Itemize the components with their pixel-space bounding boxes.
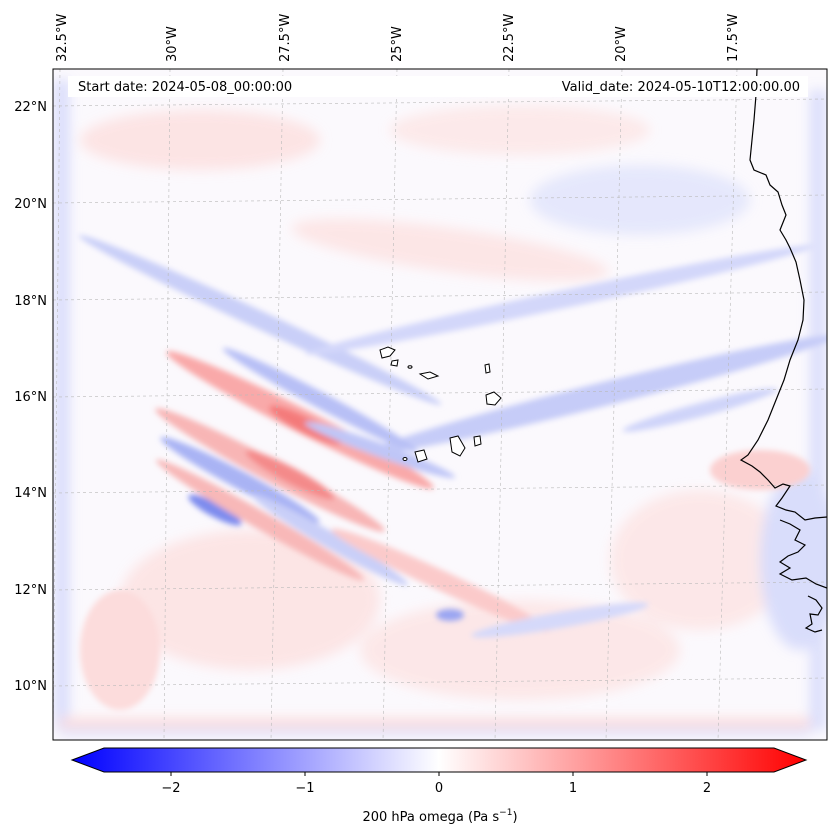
lat-label: 12°N	[14, 583, 47, 598]
colorbar-ticks	[170, 772, 708, 776]
colorbar-title-exponent: −1	[499, 808, 512, 818]
colorbar-tick-label: −2	[161, 781, 180, 796]
lon-label: 32.5°W	[55, 14, 70, 62]
colorbar-title-main: 200 hPa omega (Pa s	[362, 810, 499, 825]
coastline	[739, 69, 827, 633]
colorbar-outline	[70, 747, 808, 773]
lon-label: 30°W	[165, 26, 180, 62]
header-band	[68, 76, 808, 97]
valid-date-label: Valid_date: 2024-05-10T12:00:00.00	[562, 80, 800, 95]
lat-label: 14°N	[14, 486, 47, 501]
lat-label: 20°N	[14, 197, 47, 212]
colorbar-title: 200 hPa omega (Pa s−1)	[362, 808, 517, 825]
start-date-label: Start date: 2024-05-08_00:00:00	[78, 80, 292, 95]
colorbar-tick-label: 0	[435, 781, 443, 796]
latitude-labels: 22°N 20°N 18°N 16°N 14°N 12°N 10°N	[14, 100, 47, 694]
lat-label: 10°N	[14, 679, 47, 694]
map-frame	[52, 68, 828, 741]
lon-label: 20°W	[614, 26, 629, 62]
lon-label: 25°W	[390, 26, 405, 62]
colorbar-title-suffix: )	[512, 810, 517, 825]
omega-field	[53, 69, 827, 740]
lon-label: 17.5°W	[726, 14, 741, 62]
colorbar-tick-label: 1	[569, 781, 577, 796]
lat-label: 22°N	[14, 100, 47, 115]
colorbar-tick-label: −1	[295, 781, 314, 796]
colorbar-gradient	[72, 748, 806, 772]
graticule	[53, 69, 827, 740]
cape-verde-islands	[379, 346, 502, 463]
colorbar-tick-label: 2	[703, 781, 711, 796]
lon-label: 22.5°W	[502, 14, 517, 62]
lat-label: 18°N	[14, 294, 47, 309]
lon-label: 27.5°W	[278, 14, 293, 62]
colorbar: −2 −1 0 1 2 200 hPa omega (Pa s−1)	[70, 747, 808, 825]
longitude-labels: 32.5°W 30°W 27.5°W 25°W 22.5°W 20°W 17.5…	[55, 14, 741, 62]
lat-label: 16°N	[14, 390, 47, 405]
